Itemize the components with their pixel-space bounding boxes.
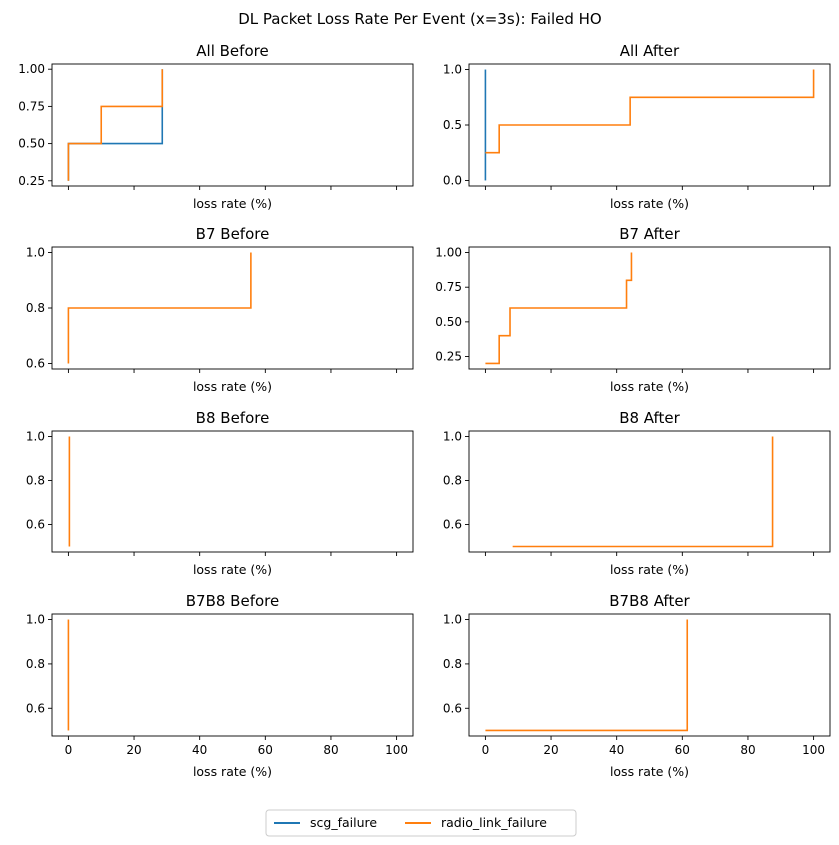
y-tick-label: 0.8 xyxy=(26,474,45,488)
axes-frame xyxy=(51,613,414,737)
x-tick-label: 20 xyxy=(126,743,141,757)
x-tick-label: 60 xyxy=(675,743,690,757)
x-tick-label: 0 xyxy=(482,743,490,757)
y-tick-label: 0.0 xyxy=(443,173,462,187)
series-line-radio-link-failure xyxy=(67,252,252,364)
x-tick-label: 40 xyxy=(192,743,207,757)
y-tick-label: 0.6 xyxy=(443,518,462,532)
series-line-radio-link-failure xyxy=(67,69,164,181)
subplot-all-after: All After 0.0 0.5 1.0 loss rate (%) xyxy=(443,42,831,211)
y-tick-label: 0.25 xyxy=(435,350,462,364)
x-axis-label: loss rate (%) xyxy=(610,379,689,394)
axes-frame xyxy=(51,63,414,187)
x-tick-label: 20 xyxy=(543,743,558,757)
y-tick-label: 0.50 xyxy=(435,315,462,329)
y-tick-label: 0.8 xyxy=(26,657,45,671)
subplot-b8-after: B8 After 0.6 0.8 1.0 loss rate (%) xyxy=(443,409,831,577)
y-tick-label: 0.25 xyxy=(18,174,45,188)
y-tick-label: 0.8 xyxy=(26,301,45,315)
subplot-title: B7B8 Before xyxy=(186,592,279,610)
y-tick-label: 1.0 xyxy=(26,430,45,444)
subplot-b7-before: B7 Before 0.6 0.8 1.0 loss rate (%) xyxy=(26,225,414,394)
x-axis-label: loss rate (%) xyxy=(193,379,272,394)
y-tick-label: 0.6 xyxy=(26,356,45,370)
series-line-radio-link-failure xyxy=(485,252,633,365)
y-tick-label: 1.00 xyxy=(435,246,462,260)
axes-frame xyxy=(468,246,831,370)
y-tick-label: 0.6 xyxy=(26,701,45,715)
subplot-title: B7 After xyxy=(619,225,680,243)
x-axis-label: loss rate (%) xyxy=(610,764,689,779)
figure-title: DL Packet Loss Rate Per Event (x=3s): Fa… xyxy=(238,10,601,28)
x-tick-label: 80 xyxy=(323,743,338,757)
x-axis-label: loss rate (%) xyxy=(193,562,272,577)
y-tick-label: 0.5 xyxy=(443,118,462,132)
subplot-b7b8-after: B7B8 After 0 20 40 60 80 100 0.6 0.8 1.0 loss rate… xyxy=(443,592,831,779)
subplot-b8-before: B8 Before 0.6 0.8 1.0 loss rate (%) xyxy=(26,409,414,577)
legend-label-radio-link-failure: radio_link_failure xyxy=(441,815,547,830)
y-tick-label: 0.50 xyxy=(18,137,45,151)
subplot-b7b8-before: B7B8 Before 0 20 40 60 80 100 0.6 0.8 1.0 loss rat… xyxy=(26,592,414,779)
x-tick-label: 0 xyxy=(65,743,73,757)
y-tick-label: 1.0 xyxy=(26,246,45,260)
y-tick-label: 0.75 xyxy=(435,280,462,294)
x-tick-label: 100 xyxy=(802,743,825,757)
legend-label-scg-failure: scg_failure xyxy=(310,815,377,830)
y-tick-label: 0.6 xyxy=(443,701,462,715)
y-tick-label: 0.8 xyxy=(443,657,462,671)
series-line-radio-link-failure xyxy=(485,619,689,732)
x-tick-label: 80 xyxy=(740,743,755,757)
axes-frame xyxy=(468,430,831,553)
axes-frame xyxy=(468,613,831,737)
subplot-title: B7B8 After xyxy=(609,592,690,610)
y-tick-label: 0.8 xyxy=(443,474,462,488)
series-line-radio-link-failure xyxy=(512,436,774,548)
legend: scg_failure radio_link_failure xyxy=(265,809,577,837)
subplot-title: All After xyxy=(620,42,680,60)
x-axis-label: loss rate (%) xyxy=(610,562,689,577)
series-line-scg-failure xyxy=(67,69,164,181)
subplot-title: B8 After xyxy=(619,409,680,427)
subplot-all-before: All Before 0.25 0.50 0.75 1.00 loss rate (%) xyxy=(18,42,414,211)
y-tick-label: 0.6 xyxy=(26,518,45,532)
y-tick-label: 1.0 xyxy=(443,613,462,627)
series-line-radio-link-failure xyxy=(485,69,815,154)
y-tick-label: 1.0 xyxy=(443,430,462,444)
x-axis-label: loss rate (%) xyxy=(193,764,272,779)
y-tick-label: 1.0 xyxy=(443,63,462,77)
subplot-title: B8 Before xyxy=(196,409,270,427)
y-tick-label: 1.0 xyxy=(26,613,45,627)
subplot-b7-after: B7 After 0.25 0.50 0.75 1.00 loss rate (%) xyxy=(435,225,831,394)
x-tick-label: 100 xyxy=(385,743,408,757)
y-tick-label: 1.00 xyxy=(18,62,45,76)
x-tick-label: 60 xyxy=(258,743,273,757)
x-axis-label: loss rate (%) xyxy=(193,196,272,211)
subplot-title: B7 Before xyxy=(196,225,270,243)
axes-frame xyxy=(51,430,414,553)
x-tick-label: 40 xyxy=(609,743,624,757)
subplot-title: All Before xyxy=(196,42,268,60)
x-axis-label: loss rate (%) xyxy=(610,196,689,211)
y-tick-label: 0.75 xyxy=(18,99,45,113)
